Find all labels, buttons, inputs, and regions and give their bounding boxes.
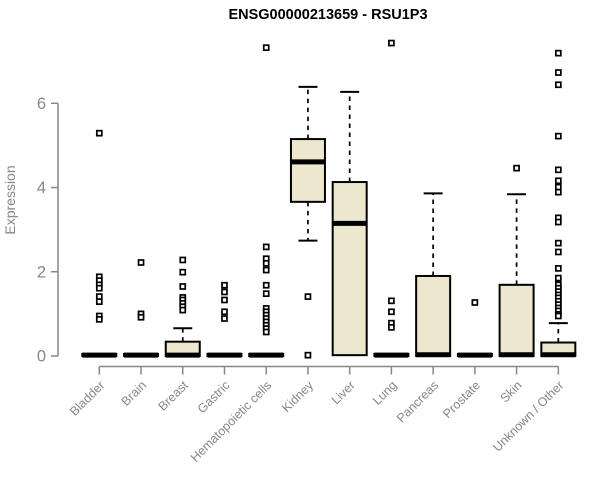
- outlier-point: [137, 259, 145, 266]
- outlier-point: [179, 283, 187, 290]
- outlier-point: [137, 313, 145, 321]
- y-tick-label-2: 2: [37, 263, 46, 281]
- outlier-point: [262, 266, 270, 274]
- outlier-point: [471, 299, 479, 306]
- outlier-point: [554, 49, 562, 57]
- x-label-breast: Breast: [155, 378, 191, 414]
- outlier-point: [554, 265, 562, 272]
- boxplot-lung: [373, 39, 410, 358]
- outlier-point: [554, 312, 562, 320]
- boxplot-hematopoietic-cells: [248, 44, 285, 358]
- x-label-kidney: Kidney: [279, 378, 316, 415]
- x-label-skin: Skin: [498, 378, 525, 405]
- outlier-point: [262, 243, 270, 251]
- outlier-point: [388, 324, 395, 331]
- outlier-point: [262, 328, 270, 336]
- outlier-point: [262, 281, 270, 289]
- outlier-point: [554, 218, 562, 226]
- outlier-point: [554, 239, 562, 247]
- boxes-layer: [81, 39, 577, 359]
- boxplot-bladder: [81, 129, 118, 358]
- boxplot-liver: [331, 90, 368, 357]
- outlier-point: [554, 274, 562, 282]
- outlier-point: [304, 293, 312, 300]
- outlier-point: [179, 268, 187, 276]
- iqr-box: [289, 138, 326, 203]
- outlier-point: [262, 259, 270, 267]
- outlier-point: [554, 166, 562, 174]
- outlier-point: [388, 297, 395, 305]
- y-tick-label-4: 4: [37, 179, 46, 197]
- x-label-lung: Lung: [370, 378, 400, 408]
- outlier-point: [388, 39, 395, 47]
- outlier-point: [95, 284, 103, 292]
- outlier-point: [179, 256, 187, 264]
- y-tick-label-0: 0: [37, 348, 46, 366]
- boxplot-pancreas: [415, 192, 452, 358]
- iqr-box: [415, 274, 452, 357]
- outlier-point: [221, 315, 228, 322]
- boxplot-prostate: [456, 299, 493, 358]
- boxplot-brain: [123, 259, 160, 358]
- outlier-point: [95, 316, 103, 323]
- outlier-point: [221, 296, 228, 304]
- outlier-point: [554, 132, 562, 140]
- chart-title: ENSG00000213659 - RSU1P3: [228, 7, 427, 23]
- outlier-point: [179, 306, 187, 314]
- outlier-point: [554, 177, 562, 185]
- outlier-point: [95, 129, 103, 137]
- x-label-brain: Brain: [119, 378, 150, 409]
- x-label-gastric: Gastric: [195, 378, 233, 416]
- outlier-point: [554, 188, 562, 196]
- boxplot-unknown-other: [540, 49, 577, 358]
- outlier-point: [554, 248, 562, 256]
- x-label-unknown-other: Unknown / Other: [490, 378, 566, 454]
- outlier-point: [262, 44, 270, 52]
- boxplot-breast: [164, 256, 201, 358]
- x-label-liver: Liver: [329, 378, 358, 407]
- boxplot-gastric: [206, 281, 243, 358]
- iqr-box: [331, 181, 368, 357]
- outlier-point: [262, 290, 270, 298]
- outlier-point: [221, 308, 228, 316]
- x-label-pancreas: Pancreas: [394, 378, 441, 425]
- outlier-point: [513, 164, 520, 172]
- y-tick-label-6: 6: [37, 95, 46, 113]
- outlier-point: [304, 351, 312, 359]
- x-label-bladder: Bladder: [67, 378, 107, 418]
- x-label-prostate: Prostate: [440, 378, 483, 421]
- boxplot-kidney: [289, 85, 326, 359]
- y-axis-title: Expression: [2, 165, 18, 234]
- outlier-point: [221, 288, 228, 296]
- x-label-hematopoietic-cells: Hematopoietic cells: [188, 378, 275, 465]
- outlier-point: [221, 281, 228, 289]
- outlier-point: [554, 69, 562, 76]
- boxplot-skin: [498, 164, 535, 358]
- iqr-box: [498, 283, 535, 357]
- outlier-point: [554, 81, 562, 89]
- outlier-point: [388, 308, 395, 316]
- outlier-point: [95, 298, 103, 306]
